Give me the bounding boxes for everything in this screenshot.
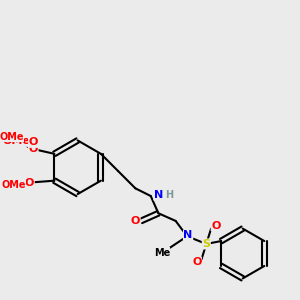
Text: S: S — [202, 239, 210, 249]
Text: OMe: OMe — [0, 132, 23, 142]
Text: OMe: OMe — [2, 136, 30, 146]
Text: OMe: OMe — [2, 181, 26, 190]
Text: Me: Me — [154, 248, 170, 258]
Text: O: O — [28, 137, 38, 147]
Text: N: N — [184, 230, 193, 240]
Text: N: N — [154, 190, 163, 200]
Text: O: O — [28, 144, 38, 154]
Text: H: H — [165, 190, 173, 200]
Text: O: O — [192, 257, 201, 267]
Text: O: O — [25, 178, 34, 188]
Text: O: O — [131, 216, 140, 226]
Text: O: O — [211, 221, 220, 231]
